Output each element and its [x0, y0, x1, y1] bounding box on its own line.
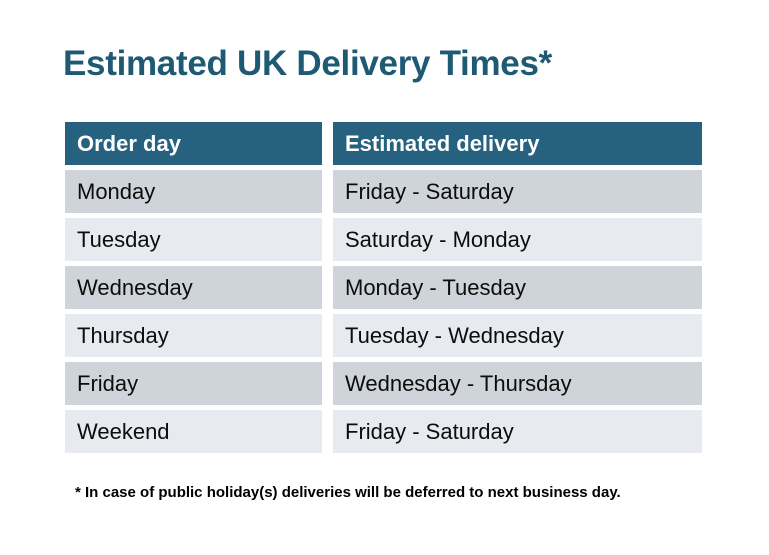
table-row-thursday-delivery: Tuesday - Wednesday [333, 314, 702, 357]
table-row-tuesday-order-day: Tuesday [65, 218, 322, 261]
column-header-estimated-delivery: Estimated delivery [333, 122, 702, 165]
column-header-order-day: Order day [65, 122, 322, 165]
table-row-thursday-order-day: Thursday [65, 314, 322, 357]
table-row-monday-delivery: Friday - Saturday [333, 170, 702, 213]
table-row-friday-delivery: Wednesday - Thursday [333, 362, 702, 405]
table-row-monday-order-day: Monday [65, 170, 322, 213]
table-row-weekend-delivery: Friday - Saturday [333, 410, 702, 453]
delivery-times-table: Order day Estimated delivery Monday Frid… [65, 122, 702, 453]
table-row-weekend-order-day: Weekend [65, 410, 322, 453]
table-row-wednesday-order-day: Wednesday [65, 266, 322, 309]
page-title: Estimated UK Delivery Times* [63, 44, 552, 83]
table-row-wednesday-delivery: Monday - Tuesday [333, 266, 702, 309]
table-row-tuesday-delivery: Saturday - Monday [333, 218, 702, 261]
public-holiday-footnote: * In case of public holiday(s) deliverie… [75, 484, 621, 501]
table-row-friday-order-day: Friday [65, 362, 322, 405]
